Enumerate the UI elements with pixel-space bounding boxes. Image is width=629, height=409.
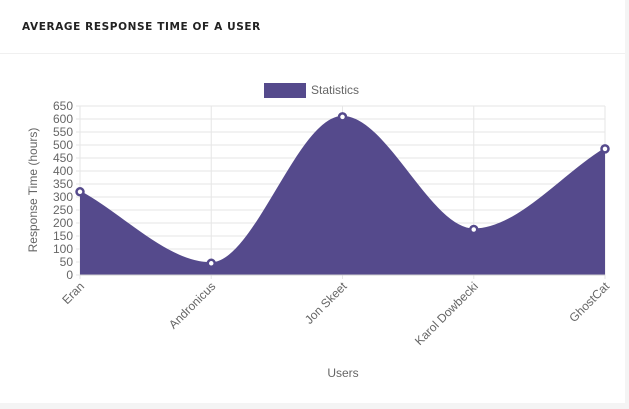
- y-tick-label: 500: [53, 138, 73, 152]
- data-point[interactable]: [337, 112, 348, 122]
- y-tick-label: 150: [53, 229, 73, 243]
- y-tick-label: 550: [53, 125, 73, 139]
- legend[interactable]: Statistics: [264, 83, 359, 98]
- x-tick-label: Karol Dowbecki: [412, 279, 481, 348]
- data-points: [75, 112, 610, 269]
- y-tick-label: 600: [53, 112, 73, 126]
- legend-swatch[interactable]: [264, 83, 306, 98]
- x-axis-ticks: Eran Andronicus Jon Skeet Karol Dowbecki Gho…: [59, 279, 612, 348]
- y-tick-label: 200: [53, 216, 73, 230]
- data-point[interactable]: [75, 187, 85, 197]
- data-point[interactable]: [469, 224, 479, 235]
- y-tick-label: 250: [53, 203, 73, 217]
- area-series: [79, 115, 606, 276]
- area-fill: [80, 116, 605, 275]
- data-point[interactable]: [600, 144, 610, 154]
- y-tick-label: 0: [66, 268, 73, 282]
- y-tick-label: 50: [60, 255, 74, 269]
- card-title: AVERAGE RESPONSE TIME OF A USER: [22, 20, 261, 33]
- x-tick-label: Eran: [59, 279, 87, 307]
- y-tick-label: 650: [53, 99, 73, 113]
- data-point[interactable]: [206, 258, 216, 269]
- x-tick-label: Jon Skeet: [302, 279, 350, 327]
- y-tick-label: 350: [53, 177, 73, 191]
- x-tick-label: GhostCat: [566, 279, 612, 325]
- x-axis-label: Users: [327, 366, 358, 380]
- y-tick-label: 100: [53, 242, 73, 256]
- y-tick-label: 300: [53, 190, 73, 204]
- y-tick-label: 400: [53, 164, 73, 178]
- y-tick-label: 450: [53, 151, 73, 165]
- card-header: AVERAGE RESPONSE TIME OF A USER: [0, 0, 625, 54]
- x-tick-label: Andronicus: [166, 279, 218, 331]
- legend-label[interactable]: Statistics: [311, 83, 359, 97]
- y-axis-label: Response Time (hours): [26, 128, 40, 253]
